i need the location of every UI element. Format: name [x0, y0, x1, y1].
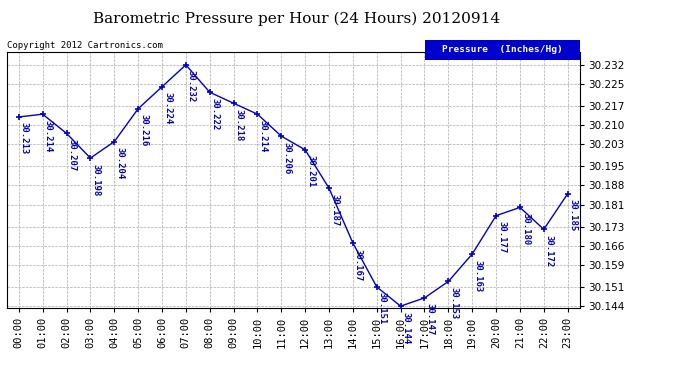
Text: 30.147: 30.147 — [426, 303, 435, 336]
Text: 30.172: 30.172 — [545, 235, 554, 267]
Text: 30.204: 30.204 — [115, 147, 124, 179]
Text: 30.222: 30.222 — [210, 98, 220, 130]
Text: 30.232: 30.232 — [187, 70, 196, 103]
Text: 30.218: 30.218 — [235, 109, 244, 141]
Text: 30.206: 30.206 — [282, 142, 291, 174]
Text: 30.198: 30.198 — [92, 164, 101, 196]
Text: 30.201: 30.201 — [306, 155, 315, 188]
Text: 30.180: 30.180 — [521, 213, 530, 245]
Text: 30.185: 30.185 — [569, 199, 578, 231]
Text: 30.144: 30.144 — [402, 312, 411, 344]
Text: 30.207: 30.207 — [68, 139, 77, 171]
Text: 30.213: 30.213 — [20, 123, 29, 155]
Text: Copyright 2012 Cartronics.com: Copyright 2012 Cartronics.com — [7, 41, 163, 50]
Text: 30.151: 30.151 — [378, 292, 387, 325]
Text: 30.214: 30.214 — [259, 120, 268, 152]
Text: 30.214: 30.214 — [43, 120, 52, 152]
Text: 30.177: 30.177 — [497, 221, 506, 254]
Text: 30.224: 30.224 — [163, 92, 172, 124]
Text: 30.167: 30.167 — [354, 249, 363, 281]
Text: 30.216: 30.216 — [139, 114, 148, 147]
Text: 30.153: 30.153 — [449, 287, 458, 319]
Text: 30.163: 30.163 — [473, 260, 482, 292]
Text: Barometric Pressure per Hour (24 Hours) 20120914: Barometric Pressure per Hour (24 Hours) … — [93, 11, 500, 26]
Text: 30.187: 30.187 — [330, 194, 339, 226]
